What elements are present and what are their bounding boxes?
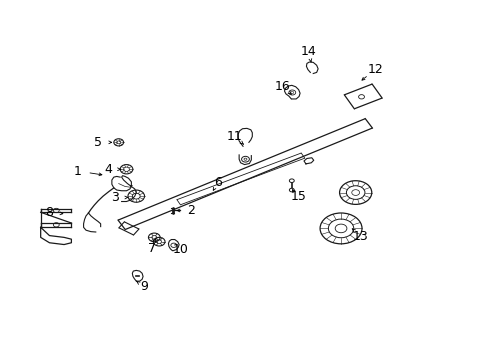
Text: 4: 4 [104, 163, 112, 176]
Text: 9: 9 [141, 280, 148, 293]
Text: 16: 16 [274, 80, 290, 93]
Text: 8: 8 [45, 206, 53, 219]
Text: 6: 6 [213, 176, 221, 189]
Text: 2: 2 [186, 204, 194, 217]
Circle shape [289, 179, 294, 183]
Text: 7: 7 [147, 242, 156, 255]
Text: 15: 15 [289, 190, 305, 203]
Text: 10: 10 [172, 243, 188, 256]
Text: 11: 11 [226, 130, 242, 144]
Text: 12: 12 [366, 63, 382, 76]
Text: 14: 14 [301, 45, 316, 58]
Text: 13: 13 [352, 230, 367, 243]
Text: 3: 3 [111, 192, 119, 204]
Text: 5: 5 [94, 136, 102, 149]
Text: 1: 1 [74, 165, 81, 177]
Circle shape [289, 188, 294, 192]
